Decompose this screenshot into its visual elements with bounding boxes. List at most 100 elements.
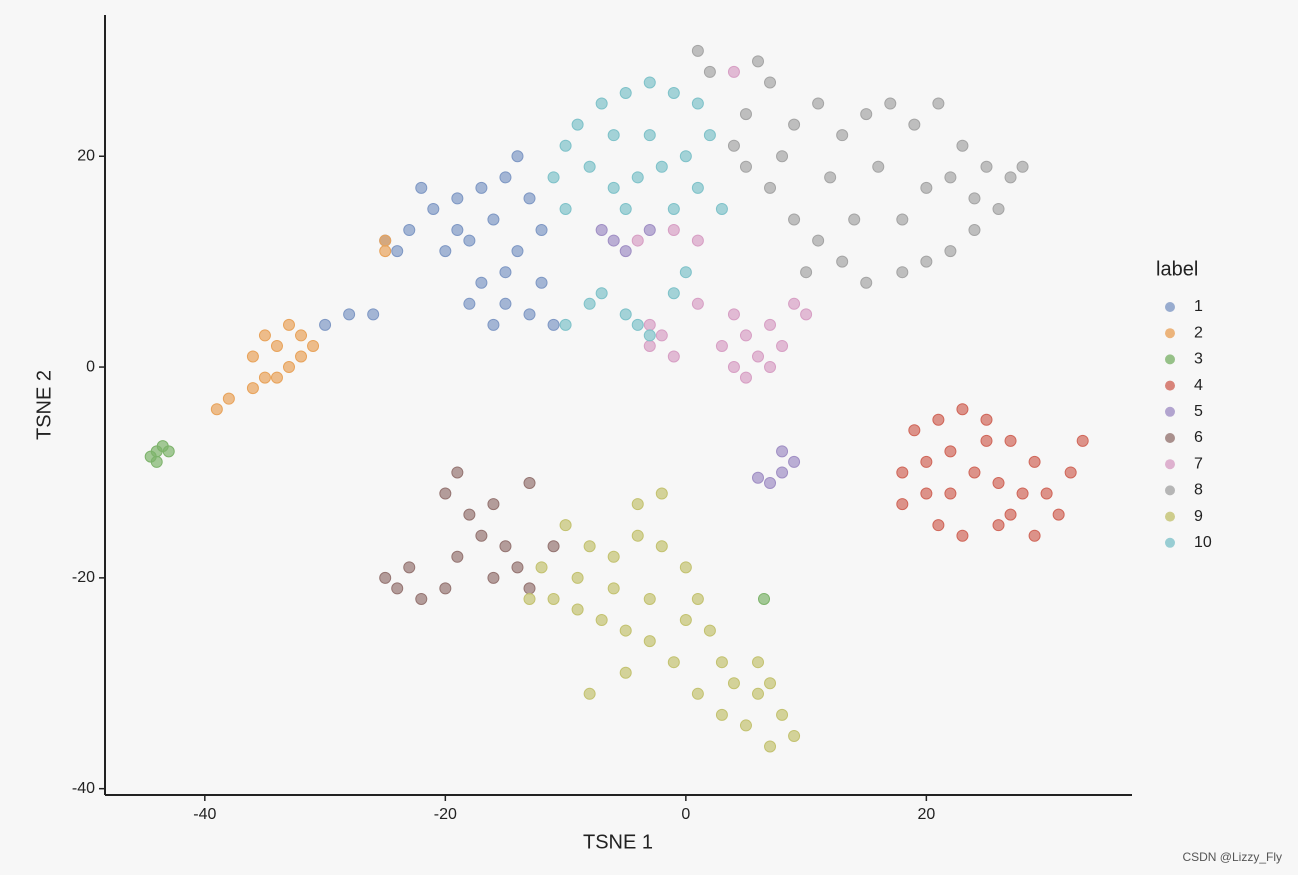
point xyxy=(547,592,560,605)
point xyxy=(764,181,777,194)
point xyxy=(788,297,801,310)
point xyxy=(836,129,849,142)
point xyxy=(1064,466,1077,479)
point xyxy=(451,192,464,205)
watermark: CSDN @Lizzy_Fly xyxy=(1182,850,1282,864)
point xyxy=(836,255,849,268)
point xyxy=(535,561,548,574)
point xyxy=(1040,487,1053,500)
point xyxy=(776,339,789,352)
legend-marker xyxy=(1165,433,1175,443)
point xyxy=(499,171,512,184)
point xyxy=(812,234,825,247)
legend-label: 6 xyxy=(1194,429,1203,446)
point xyxy=(535,276,548,289)
point xyxy=(643,592,656,605)
point xyxy=(896,266,909,279)
point xyxy=(403,224,416,237)
point xyxy=(144,450,157,463)
point xyxy=(451,466,464,479)
point xyxy=(451,550,464,563)
point xyxy=(655,540,668,553)
point xyxy=(764,677,777,690)
point xyxy=(896,498,909,511)
point xyxy=(391,245,404,258)
legend-marker xyxy=(1165,485,1175,496)
point xyxy=(655,487,668,500)
point xyxy=(800,308,813,321)
point xyxy=(727,65,740,78)
point xyxy=(703,129,716,142)
point xyxy=(258,371,271,384)
legend-label: 7 xyxy=(1194,455,1203,472)
point xyxy=(1004,434,1017,447)
point xyxy=(379,234,392,247)
point xyxy=(751,687,764,700)
x-tick-label: 20 xyxy=(917,806,935,823)
point xyxy=(788,213,801,226)
point xyxy=(655,329,668,342)
point xyxy=(607,582,620,595)
point xyxy=(559,318,572,331)
legend-marker xyxy=(1165,328,1175,339)
point xyxy=(295,329,308,342)
point xyxy=(739,160,752,173)
point xyxy=(944,445,957,458)
point xyxy=(631,498,644,511)
point xyxy=(788,118,801,131)
point xyxy=(739,329,752,342)
point xyxy=(523,192,536,205)
point xyxy=(703,624,716,637)
point xyxy=(631,171,644,184)
point xyxy=(487,318,500,331)
point xyxy=(583,540,596,553)
point xyxy=(559,519,572,532)
point xyxy=(715,339,728,352)
point xyxy=(643,329,656,342)
point xyxy=(860,108,873,121)
point xyxy=(920,255,933,268)
point xyxy=(956,403,969,416)
point xyxy=(475,181,488,194)
point xyxy=(764,477,777,489)
point xyxy=(884,97,897,110)
point xyxy=(751,350,764,363)
point xyxy=(679,614,692,627)
point xyxy=(571,603,584,616)
x-tick-label: 0 xyxy=(681,806,690,823)
y-tick-label: 20 xyxy=(77,147,95,164)
point xyxy=(751,471,764,484)
point xyxy=(475,529,488,542)
point xyxy=(860,276,873,289)
point xyxy=(499,297,512,310)
point xyxy=(607,234,620,247)
point xyxy=(439,582,452,595)
point xyxy=(595,224,608,237)
point xyxy=(571,118,584,131)
point xyxy=(667,656,680,669)
point xyxy=(499,540,512,553)
point xyxy=(980,160,993,173)
point xyxy=(776,708,789,721)
point xyxy=(511,561,524,574)
point xyxy=(896,466,909,479)
point xyxy=(619,624,632,637)
legend-label: 10 xyxy=(1194,534,1212,551)
legend-label: 4 xyxy=(1194,377,1203,394)
point xyxy=(1004,508,1017,521)
point xyxy=(944,171,957,184)
point xyxy=(643,339,656,352)
y-axis-title: TSNE 2 xyxy=(33,370,55,440)
point xyxy=(727,361,740,374)
point xyxy=(727,139,740,152)
point xyxy=(968,192,981,205)
point xyxy=(583,687,596,700)
point xyxy=(739,371,752,384)
point xyxy=(607,181,620,194)
point xyxy=(944,245,957,258)
point xyxy=(307,339,320,352)
x-axis-title: TSNE 1 xyxy=(583,831,653,853)
point xyxy=(559,202,572,215)
point xyxy=(643,129,656,142)
